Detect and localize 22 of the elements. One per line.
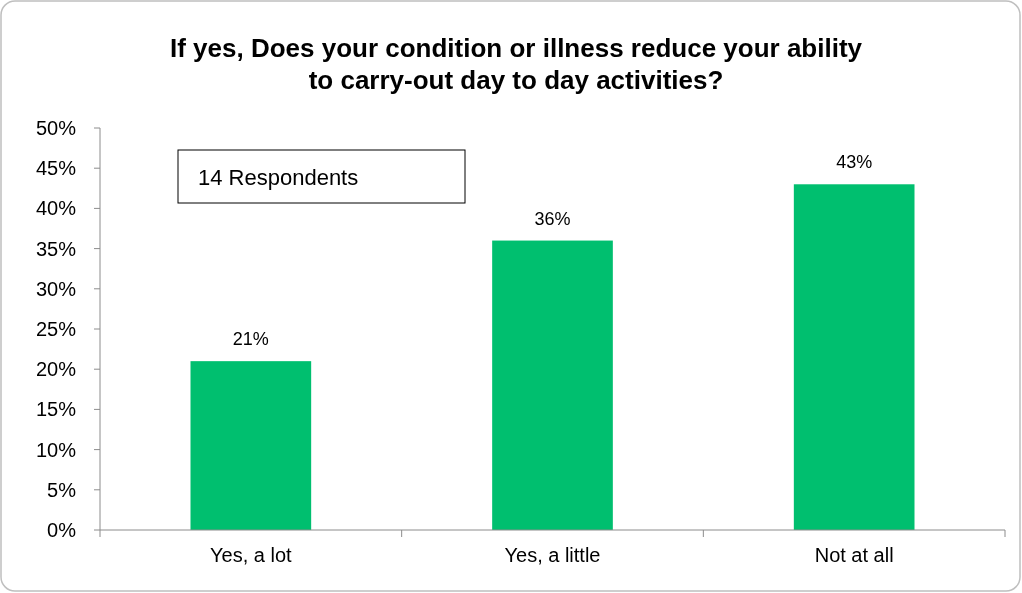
y-tick-label: 15% [35, 398, 77, 421]
x-tick-label: Yes, a little [504, 544, 601, 566]
annotation: 14 Respondents [198, 164, 359, 190]
y-tick-label: 5% [47, 478, 77, 501]
y-tick-label: 10% [35, 438, 77, 461]
y-tick-label: 30% [35, 277, 77, 300]
y-tick-label: 25% [35, 318, 77, 340]
x-tick-label: Yes, a lot [210, 544, 293, 566]
bar [492, 240, 613, 530]
y-tick-label: 45% [35, 157, 77, 180]
y-tick-label: 50% [35, 117, 77, 139]
y-tick-label: 0% [47, 519, 77, 541]
bar [190, 361, 312, 530]
y-tick-label: 35% [35, 237, 77, 260]
x-tick-label: Not at all [814, 544, 894, 566]
data-label: 43% [836, 152, 873, 173]
bar [793, 184, 915, 530]
y-tick-label: 20% [35, 358, 77, 381]
chart-title: If yes, Does your condition or illness reduce your ability to carry-out day to day activities? [169, 33, 863, 95]
data-label: 36% [534, 208, 571, 229]
y-tick-label: 40% [35, 197, 77, 220]
data-label: 21% [232, 329, 269, 350]
